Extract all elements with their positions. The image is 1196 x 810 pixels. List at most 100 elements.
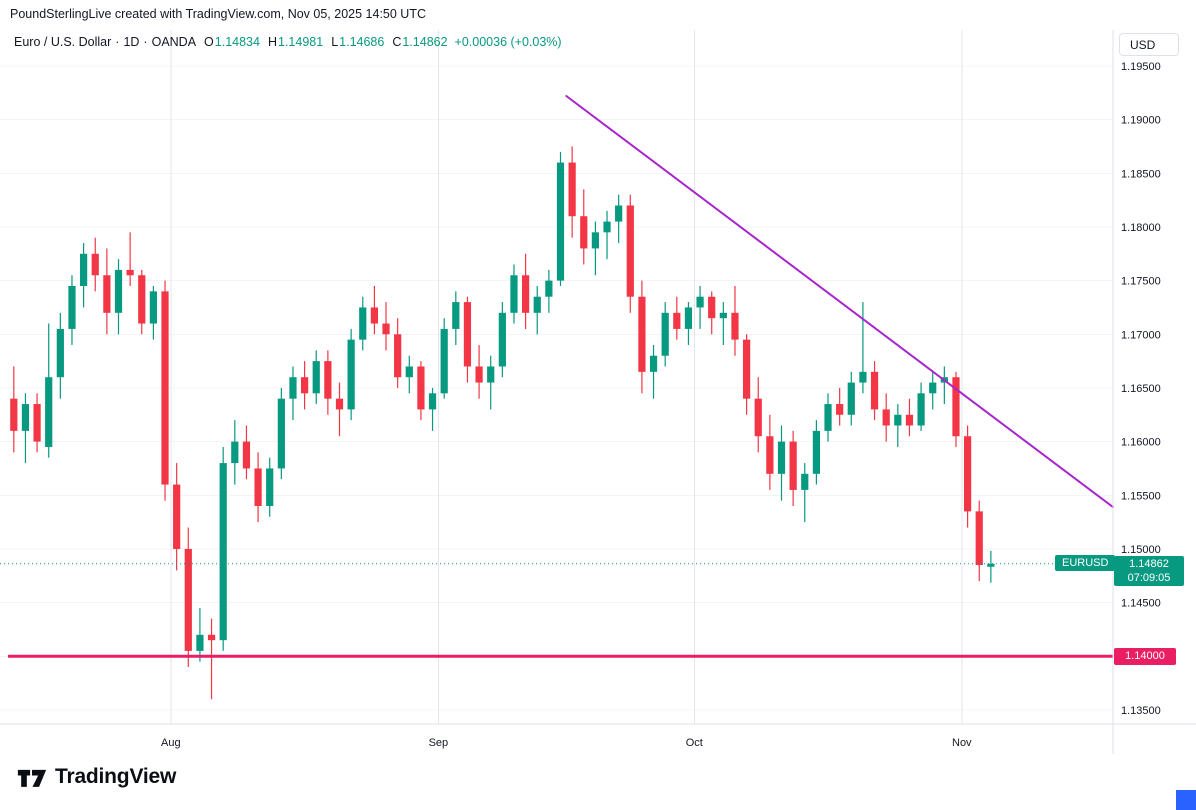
candle-body [731,312,739,340]
candle-body [335,398,344,410]
candle-body [242,441,251,469]
candle-body [533,296,541,313]
candle-body [615,205,623,222]
candle-body [126,269,134,276]
price-level-label: 1.14000 [1114,647,1176,665]
change-value: +0.00036 (+0.03%) [454,35,562,49]
interval-label[interactable]: 1D [123,35,140,49]
candle-body [626,205,634,297]
symbol-title[interactable]: Euro / U.S. Dollar [14,35,112,49]
candle-body [114,269,123,313]
high-value: 1.14981 [278,35,324,49]
candle-body [719,312,727,319]
candle-body [219,463,227,641]
candle-body [254,468,262,507]
candle-body [196,634,204,651]
month-label: Aug [161,737,181,749]
candle-body [684,307,693,329]
candle-body [882,409,890,426]
candle-body [68,285,76,329]
price-tick-label: 1.15500 [1121,490,1161,502]
candle-body [266,468,274,507]
open-letter: O [204,35,214,49]
current-price-label: 1.14862 07:09:05 [1114,555,1184,586]
candle-body [545,280,553,297]
candle-body [359,307,367,340]
candle-body [987,563,995,567]
candle-body [33,404,41,442]
candle-body [521,275,530,313]
candle-body [440,328,448,394]
time-axis[interactable]: Aug Sep Oct Nov [161,30,972,749]
candle-body [859,371,867,383]
corner-accent [1176,790,1196,810]
legend-separator: · [115,35,120,49]
candle-body [463,302,472,367]
candle-body [905,414,914,426]
candle-body [428,393,437,410]
candle-body [394,334,402,378]
candle-body [580,216,588,249]
candle-body [324,361,332,399]
candle-body [742,339,751,399]
high-letter: H [267,35,277,49]
chart-canvas[interactable]: 1.19500 1.19000 1.18500 1.18000 1.17500 1.170… [0,30,1196,758]
tradingview-logo-mark [17,769,47,787]
candle-body [405,366,413,378]
price-tick-label: 1.15000 [1121,544,1161,556]
candle-body [231,441,239,464]
candle-body [929,382,937,394]
candle-body [300,377,309,394]
candle-body [894,414,902,426]
candle-body [661,312,669,356]
month-label: Sep [429,737,449,749]
candle-body [568,162,576,217]
candle-body [161,291,169,485]
candle-body [207,634,216,641]
tradingview-logo[interactable]: TradingView [16,763,176,790]
price-tick-label: 1.16000 [1121,437,1161,449]
trendline[interactable] [565,95,1114,509]
low-letter: L [331,35,339,49]
candle-body [975,511,983,566]
candle-body [289,377,297,399]
currency-selector[interactable]: USD [1119,33,1179,56]
month-label: Nov [952,737,972,749]
candle-body [673,312,681,329]
candle-body [103,275,111,313]
candle-body [556,162,565,281]
tradingview-wordmark: TradingView [55,764,177,788]
candle-body [138,275,146,324]
candle-body [754,398,762,437]
candle-body [766,436,774,474]
candle-body [91,253,99,276]
price-tick-label: 1.18000 [1121,222,1161,234]
candle-body [498,312,506,367]
price-tick-label: 1.18500 [1121,168,1161,180]
candle-body [952,377,960,437]
candle-body [824,404,832,431]
legend-separator: · [143,35,148,49]
candle-body [847,382,855,415]
candle-body [789,441,797,490]
price-tick-label: 1.19500 [1121,61,1161,73]
bar-countdown: 07:09:05 [1127,571,1171,584]
price-tick-label: 1.13500 [1121,705,1161,717]
candle-body [312,361,320,394]
candle-body [149,291,158,324]
price-tick-label: 1.17500 [1121,276,1161,288]
candle-body [708,296,716,319]
candle-body [21,404,30,431]
candle-body [591,232,600,249]
candle-body [79,253,88,286]
candle-body [801,473,809,490]
candle-body [812,430,821,474]
candle-body [277,398,285,469]
low-value: 1.14686 [339,35,385,49]
price-tick-label: 1.19000 [1121,115,1161,127]
candle-body [45,377,53,447]
candle-body [603,221,611,233]
open-value: 1.14834 [214,35,260,49]
candle-body [836,404,844,415]
candle-body [638,296,646,372]
